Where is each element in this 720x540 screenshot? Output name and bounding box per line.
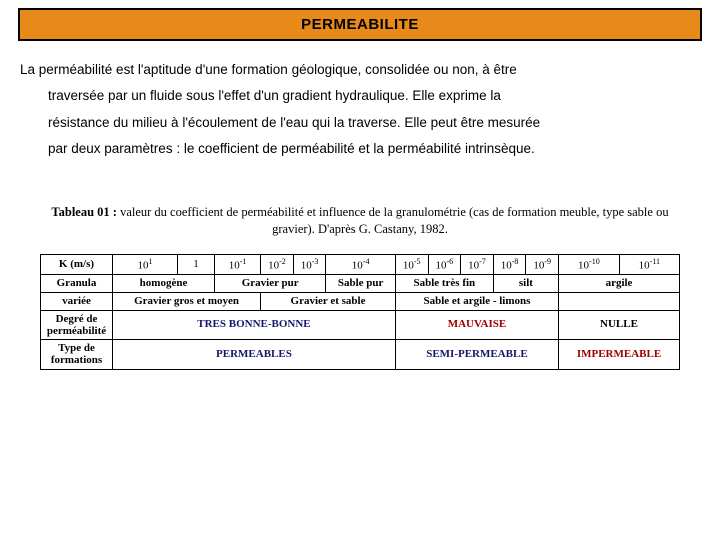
k-4: 10-3 [293,255,326,275]
cell-bonne: TRES BONNE-BONNE [113,310,396,339]
row-degre: Degré de perméabilité TRES BONNE-BONNE M… [41,310,680,339]
k-7: 10-6 [428,255,461,275]
row-type: Type de formations PERMEABLES SEMI-PERME… [41,339,680,369]
para-line-3: résistance du milieu à l'écoulement de l… [20,110,698,136]
label-degre: Degré de perméabilité [41,310,113,339]
k-6: 10-5 [395,255,428,275]
table-caption: Tableau 01 : valeur du coefficient de pe… [18,204,702,238]
cell-silt: silt [493,275,558,293]
row-k: K (m/s) 101 1 10-1 10-2 10-3 10-4 10-5 1… [41,255,680,275]
title-banner: PERMEABILITE [18,8,702,41]
cell-homogene: homogène [113,275,215,293]
cell-variee-empty [559,292,680,310]
cell-sable-argile: Sable et argile - limons [395,292,558,310]
para-line-1: La perméabilité est l'aptitude d'une for… [20,62,517,77]
caption-bold: Tableau 01 : [51,205,117,219]
cell-sable-pur: Sable pur [326,275,396,293]
caption-rest: valeur du coefficient de perméabilité et… [117,205,669,236]
title-text: PERMEABILITE [301,16,419,33]
label-variee: variée [41,292,113,310]
k-1: 1 [178,255,215,275]
label-granula: Granula [41,275,113,293]
body-paragraph: La perméabilité est l'aptitude d'une for… [18,57,702,162]
cell-sable-tres-fin: Sable très fin [395,275,493,293]
k-12: 10-11 [619,255,679,275]
para-line-2: traversée par un fluide sous l'effet d'u… [20,83,698,109]
k-10: 10-9 [526,255,559,275]
cell-nulle: NULLE [559,310,680,339]
k-11: 10-10 [559,255,620,275]
permeability-table: K (m/s) 101 1 10-1 10-2 10-3 10-4 10-5 1… [40,254,680,370]
k-0: 101 [113,255,178,275]
k-3: 10-2 [261,255,294,275]
k-9: 10-8 [493,255,526,275]
para-line-4: par deux paramètres : le coefficient de … [20,136,698,162]
row-granula: Granula homogène Gravier pur Sable pur S… [41,275,680,293]
k-8: 10-7 [461,255,494,275]
label-k: K (m/s) [41,255,113,275]
cell-permeables: PERMEABLES [113,339,396,369]
cell-semi: SEMI-PERMEABLE [395,339,558,369]
cell-gravier-pur: Gravier pur [215,275,326,293]
k-5: 10-4 [326,255,396,275]
cell-argile: argile [559,275,680,293]
cell-gravier-gros: Gravier gros et moyen [113,292,261,310]
cell-gravier-sable: Gravier et sable [261,292,396,310]
cell-mauvaise: MAUVAISE [395,310,558,339]
cell-imperm: IMPERMEABLE [559,339,680,369]
label-type: Type de formations [41,339,113,369]
row-variee: variée Gravier gros et moyen Gravier et … [41,292,680,310]
k-2: 10-1 [215,255,261,275]
